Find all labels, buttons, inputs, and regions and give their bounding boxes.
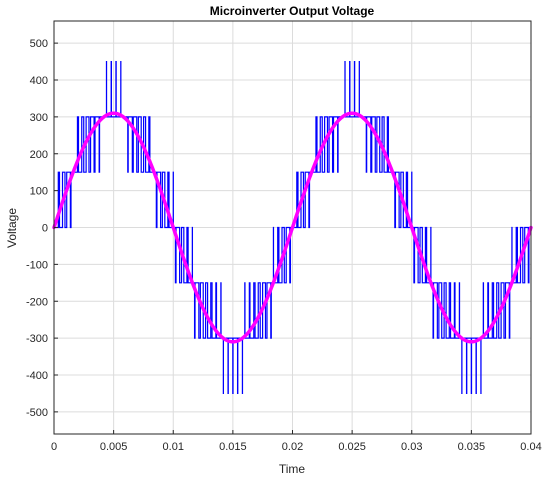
- y-tick-label: 400: [30, 75, 48, 87]
- x-axis-label: Time: [279, 462, 306, 476]
- y-tick-label: -500: [26, 407, 48, 419]
- chart-title: Microinverter Output Voltage: [210, 4, 375, 18]
- y-tick-label: -200: [26, 296, 48, 308]
- sine-voltage-line: [52, 111, 533, 344]
- y-tick-label: 0: [42, 223, 48, 235]
- x-tick-label: 0.03: [401, 441, 422, 453]
- axis-ticks: 0 0.005 0.01 0.015 0.02 0.025 0.03 0.035 0.04 -50…: [26, 38, 542, 453]
- y-tick-label: -100: [26, 259, 48, 271]
- y-tick-label: 100: [30, 186, 48, 198]
- x-tick-label: 0.02: [282, 441, 303, 453]
- x-tick-label: 0.035: [458, 441, 486, 453]
- series-layer: [52, 60, 533, 395]
- x-tick-label: 0.025: [338, 441, 366, 453]
- x-tick-label: 0: [51, 441, 57, 453]
- y-tick-label: -400: [26, 370, 48, 382]
- y-tick-label: 500: [30, 38, 48, 50]
- x-tick-label: 0.01: [163, 441, 184, 453]
- y-tick-label: 300: [30, 112, 48, 124]
- x-tick-label: 0.015: [219, 441, 247, 453]
- y-tick-label: -300: [26, 333, 48, 345]
- y-axis-label: Voltage: [5, 208, 19, 248]
- y-tick-label: 200: [30, 149, 48, 161]
- x-tick-label: 0.005: [100, 441, 128, 453]
- x-tick-label: 0.04: [520, 441, 541, 453]
